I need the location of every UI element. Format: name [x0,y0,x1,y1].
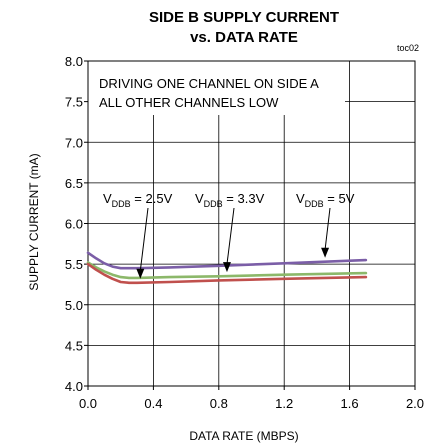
x-tick-label: 0.4 [144,396,162,411]
callout-arrowhead [321,247,330,258]
annotation-text: DRIVING ONE CHANNEL ON SIDE A [99,76,319,91]
series-line [86,262,368,285]
callout-leader [139,207,149,271]
callout-leader [226,207,235,265]
callout-arrowhead [136,268,145,279]
callout-arrowhead [222,262,231,273]
y-tick-label: 4.5 [65,338,83,353]
series-label-text: VDDB = 5V [296,191,355,209]
x-tick-label: 1.2 [275,396,293,411]
x-tick-label: 0.8 [210,396,228,411]
series-label: VDDB = 5V [296,191,355,258]
y-tick-label: 6.5 [65,176,83,191]
series-label: VDDB = 2.5V [103,191,173,279]
y-tick-label: 6.0 [65,217,83,232]
chart-tag: toc02 [397,43,419,53]
series-label: VDDB = 3.3V [195,191,265,273]
chart-subtitle: vs. DATA RATE [190,29,298,46]
grid [88,61,415,386]
series-lines [86,251,368,285]
callout-leader [324,207,331,250]
x-tick-label: 1.6 [341,396,359,411]
chart-title: SIDE B SUPPLY CURRENT [149,9,339,26]
series-callouts: VDDB = 2.5V VDDB = 3.3V VDDB = 5V [103,191,355,279]
y-tick-label: 5.5 [65,257,83,272]
axes: 4.0 4.5 5.0 5.5 6.0 6.5 7.0 7.5 8.0 0.0 0.4 0.8 1.2 1… [65,54,424,411]
y-tick-label: 7.5 [65,95,83,110]
x-tick-label: 2.0 [406,396,424,411]
series-line [86,261,368,280]
x-axis-title: DATA RATE (MBPS) [189,429,298,443]
x-tick-label: 0.0 [79,396,97,411]
y-tick-label: 7.0 [65,135,83,150]
series-line [86,251,368,270]
y-tick-label: 4.0 [65,379,83,394]
y-tick-label: 8.0 [65,54,83,69]
series-label-text: VDDB = 2.5V [103,191,173,209]
annotation-text: ALL OTHER CHANNELS LOW [99,95,279,110]
y-axis-title: SUPPLY CURRENT (mA) [27,153,41,290]
series-label-text: VDDB = 3.3V [195,191,265,209]
y-tick-label: 5.0 [65,298,83,313]
